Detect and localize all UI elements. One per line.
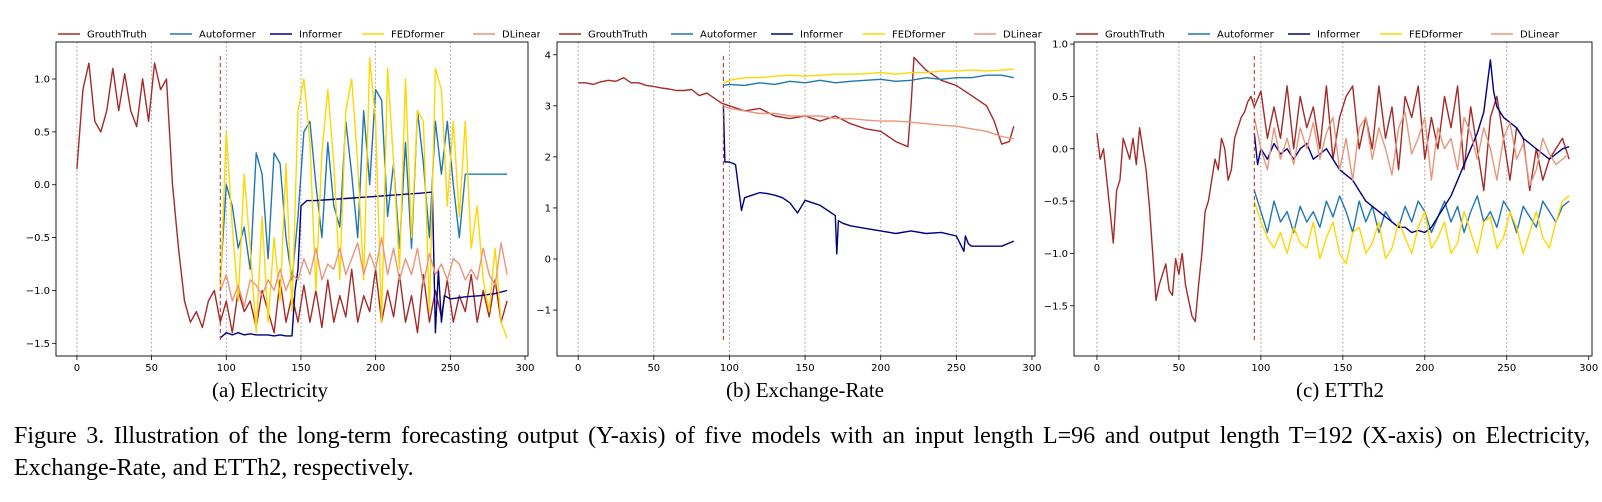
legend-item-fedformer: FEDformer: [362, 30, 445, 41]
series-line-autoformer: [219, 88, 508, 281]
subfigure-caption: (a) Electricity: [212, 378, 329, 402]
legend-item-autoformer: Autoformer: [1188, 30, 1275, 41]
series-line-informer: [219, 191, 508, 339]
series-line-informer: [1253, 59, 1570, 234]
chart-panel-2: 0 50 100 150 200 250 300 −1 0 1 2 3 4 GrouthTruth Auto…: [536, 30, 1043, 403]
chart-panel-1: 0 50 100 150 200 250 300 −1.5 −1.0 −0.5 0.0 0.5 1.0 G…: [26, 30, 540, 403]
svg-text:FEDformer: FEDformer: [892, 30, 946, 41]
legend-item-grouthtruth: GrouthTruth: [58, 30, 147, 41]
legend-item-autoformer: Autoformer: [170, 30, 257, 41]
subfigure-caption: (c) ETTh2: [1296, 378, 1384, 402]
chart-panel-3: 0 50 100 150 200 250 300 −1.5 −1.0 −0.5 0.0 0.5 1.0 G…: [1044, 30, 1599, 403]
y-tick-label-1: −1.0: [1044, 249, 1068, 260]
figure-panels: 0 50 100 150 200 250 300 −1.5 −1.0 −0.5 0.0 0.5 1.0 G…: [26, 30, 1599, 403]
legend-item-fedformer: FEDformer: [1380, 30, 1463, 41]
svg-text:Informer: Informer: [299, 30, 343, 41]
y-tick-label-4: 0.5: [34, 127, 50, 138]
svg-text:GrouthTruth: GrouthTruth: [588, 30, 648, 41]
legend-item-grouthtruth: GrouthTruth: [559, 30, 648, 41]
svg-text:FEDformer: FEDformer: [1409, 30, 1463, 41]
y-tick-label-1: −1.0: [26, 286, 50, 297]
y-tick-label-5: 1.0: [34, 75, 50, 86]
series-line-dlinear: [219, 236, 508, 307]
series-line-autoformer: [1253, 190, 1570, 234]
x-tick-label-1: 50: [647, 363, 660, 374]
x-tick-label-1: 50: [145, 363, 158, 374]
legend-item-informer: Informer: [270, 30, 343, 41]
svg-text:DLinear: DLinear: [1520, 30, 1560, 41]
series-line-fedformer: [1253, 195, 1570, 265]
x-tick-label-3: 150: [291, 363, 310, 374]
subfigure-caption: (b) Exchange-Rate: [726, 378, 884, 402]
y-tick-label-3: 2: [545, 152, 551, 163]
x-tick-label-3: 150: [1333, 363, 1352, 374]
x-tick-label-0: 0: [74, 363, 80, 374]
svg-text:Informer: Informer: [1317, 30, 1361, 41]
y-tick-label-2: 1: [545, 203, 551, 214]
legend-item-grouthtruth: GrouthTruth: [1076, 30, 1165, 41]
legend-item-dlinear: DLinear: [1491, 30, 1560, 41]
x-tick-label-6: 300: [1579, 363, 1598, 374]
svg-text:DLinear: DLinear: [502, 30, 540, 41]
y-tick-label-5: 4: [545, 50, 551, 61]
y-tick-label-0: −1: [536, 306, 551, 317]
legend-item-informer: Informer: [771, 30, 844, 41]
svg-text:FEDformer: FEDformer: [391, 30, 445, 41]
svg-text:DLinear: DLinear: [1003, 30, 1043, 41]
x-tick-label-4: 200: [871, 363, 890, 374]
y-tick-label-0: −1.5: [26, 339, 50, 350]
series-line-dlinear: [723, 105, 1014, 140]
y-tick-label-3: 0.0: [34, 180, 50, 191]
series-line-informer: [722, 105, 1015, 255]
series-line-autoformer: [723, 74, 1014, 87]
x-tick-label-6: 300: [1022, 363, 1041, 374]
x-tick-label-4: 200: [366, 363, 385, 374]
svg-text:Informer: Informer: [800, 30, 844, 41]
series-line-grouthtruth: [578, 56, 1015, 148]
x-tick-label-5: 250: [1497, 363, 1516, 374]
svg-text:GrouthTruth: GrouthTruth: [1105, 30, 1165, 41]
x-tick-label-0: 0: [575, 363, 581, 374]
svg-text:Autoformer: Autoformer: [199, 30, 257, 41]
svg-text:Autoformer: Autoformer: [700, 30, 758, 41]
x-tick-label-5: 250: [947, 363, 966, 374]
svg-text:Autoformer: Autoformer: [1217, 30, 1275, 41]
y-tick-label-0: −1.5: [1044, 301, 1068, 312]
series-line-dlinear: [1253, 111, 1570, 187]
x-tick-label-2: 100: [720, 363, 739, 374]
x-tick-label-0: 0: [1094, 363, 1100, 374]
x-tick-label-2: 100: [1251, 363, 1270, 374]
legend-item-dlinear: DLinear: [473, 30, 540, 41]
legend-item-autoformer: Autoformer: [671, 30, 758, 41]
axes-frame: [556, 41, 1036, 357]
x-tick-label-5: 250: [441, 363, 460, 374]
legend-item-dlinear: DLinear: [974, 30, 1043, 41]
series-line-fedformer: [723, 68, 1014, 84]
y-tick-label-1: 0: [545, 254, 551, 265]
axes-frame: [55, 41, 529, 357]
y-tick-label-2: −0.5: [26, 233, 50, 244]
y-tick-label-4: 0.5: [1052, 92, 1068, 103]
y-tick-label-3: 0.0: [1052, 144, 1068, 155]
legend-item-fedformer: FEDformer: [863, 30, 946, 41]
figure-caption: Figure 3. Illustration of the long-term …: [14, 423, 1590, 481]
x-tick-label-3: 150: [796, 363, 815, 374]
y-tick-label-2: −0.5: [1044, 197, 1068, 208]
x-tick-label-1: 50: [1173, 363, 1186, 374]
legend-item-informer: Informer: [1288, 30, 1361, 41]
y-tick-label-4: 3: [545, 101, 551, 112]
x-tick-label-6: 300: [515, 363, 534, 374]
axes-frame: [1073, 41, 1593, 357]
series-line-fedformer: [219, 57, 508, 339]
x-tick-label-2: 100: [217, 363, 236, 374]
y-tick-label-5: 1.0: [1052, 40, 1068, 51]
x-tick-label-4: 200: [1415, 363, 1434, 374]
svg-text:GrouthTruth: GrouthTruth: [87, 30, 147, 41]
